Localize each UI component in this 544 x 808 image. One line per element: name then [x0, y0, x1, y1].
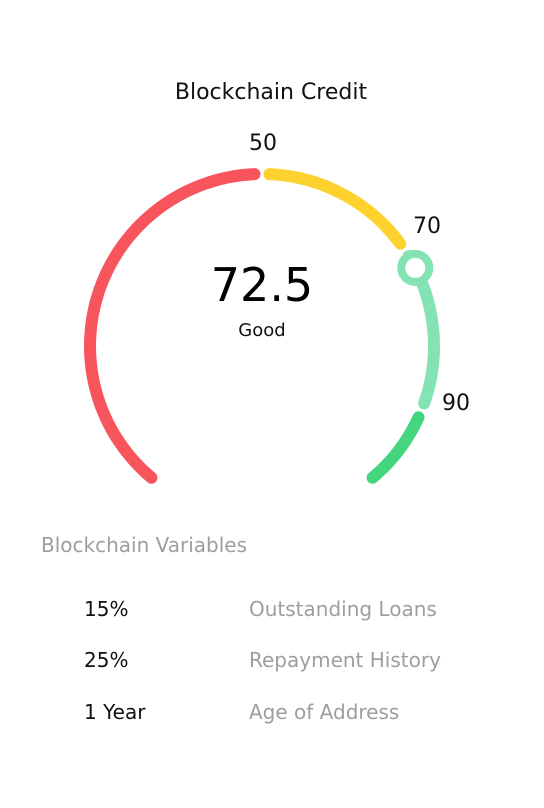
gauge-tick-label-90: 90: [442, 391, 470, 416]
variable-value: 25%: [84, 648, 128, 672]
variable-row-age-of-address: 1 Year Age of Address: [0, 700, 544, 730]
variable-value: 1 Year: [84, 700, 145, 724]
variable-name: Age of Address: [249, 700, 399, 724]
variable-name: Outstanding Loans: [249, 597, 437, 621]
variable-value: 15%: [84, 597, 128, 621]
gauge-segment-90-100: [373, 417, 419, 477]
variable-name: Repayment History: [249, 648, 441, 672]
score-marker-ring: [401, 254, 429, 282]
credit-rating-label: Good: [162, 320, 362, 341]
gauge-tick-label-70: 70: [413, 214, 441, 239]
variable-row-outstanding-loans: 15% Outstanding Loans: [0, 597, 544, 627]
gauge-tick-label-50: 50: [249, 131, 277, 156]
credit-score-value: 72.5: [162, 258, 362, 312]
variable-row-repayment-history: 25% Repayment History: [0, 648, 544, 678]
score-marker[interactable]: [401, 254, 429, 282]
gauge-segment-50-70: [270, 174, 401, 244]
variables-section-title: Blockchain Variables: [41, 533, 247, 557]
